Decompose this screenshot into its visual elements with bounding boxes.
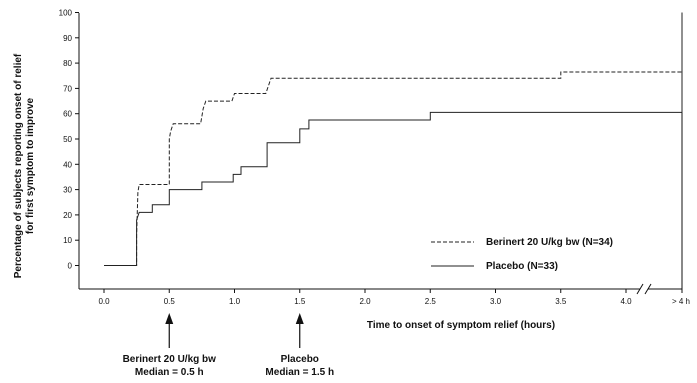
y-axis-title-line: Percentage of subjects reporting onset o… [13, 53, 24, 278]
x-tick-label: 3.5 [555, 297, 567, 306]
median-arrowhead [295, 313, 304, 324]
median-label: Placebo [281, 354, 319, 365]
median-label: Median = 0.5 h [135, 367, 204, 378]
y-axis-ticks: 0 10 20 30 40 50 60 70 80 90 100 [59, 9, 79, 271]
median-label: Berinert 20 U/kg bw [123, 354, 217, 365]
berinert-series-line [104, 71, 682, 266]
median-label: Median = 1.5 h [265, 367, 334, 378]
y-axis-title-line: for first symptom to improve [25, 98, 36, 235]
y-tick-label: 90 [63, 34, 72, 43]
y-tick-label: 70 [63, 84, 72, 93]
x-tick-label: 4.0 [620, 297, 632, 306]
median-arrowhead [165, 313, 174, 324]
y-tick-label: 50 [63, 135, 72, 144]
y-tick-label: 20 [63, 211, 72, 220]
x-tick-label: 0.0 [98, 297, 110, 306]
legend-label: Placebo (N=33) [486, 261, 558, 272]
series-lines [104, 12, 683, 266]
y-tick-label: 0 [68, 262, 73, 271]
x-axis-ticks: 0.0 0.5 1.0 1.5 2.0 2.5 3.0 3.5 4.0 > 4 h [98, 289, 690, 306]
x-tick-label: 3.0 [490, 297, 502, 306]
legend-label: Berinert 20 U/kg bw (N=34) [486, 237, 613, 248]
x-tick-label: 0.5 [164, 297, 176, 306]
x-axis-title: Time to onset of symptom relief (hours) [367, 320, 555, 331]
axis-break-mark [636, 283, 644, 295]
x-tick-label: 2.5 [425, 297, 437, 306]
x-tick-label: 1.5 [294, 297, 306, 306]
y-tick-label: 60 [63, 110, 72, 119]
legend: Berinert 20 U/kg bw (N=34) Placebo (N=33) [431, 237, 613, 272]
x-tick-label: > 4 h [672, 297, 690, 306]
x-tick-label: 2.0 [359, 297, 371, 306]
median-annotations: Berinert 20 U/kg bw Median = 0.5 h Placebo… [123, 313, 334, 378]
x-tick-label: 1.0 [229, 297, 241, 306]
y-tick-label: 80 [63, 59, 72, 68]
y-tick-label: 100 [59, 9, 73, 18]
axis-break-mark [644, 283, 652, 295]
y-tick-label: 40 [63, 160, 72, 169]
placebo-series-line [104, 12, 683, 266]
y-axis-title: Percentage of subjects reporting onset o… [13, 53, 36, 278]
y-tick-label: 30 [63, 186, 72, 195]
y-tick-label: 10 [63, 236, 72, 245]
